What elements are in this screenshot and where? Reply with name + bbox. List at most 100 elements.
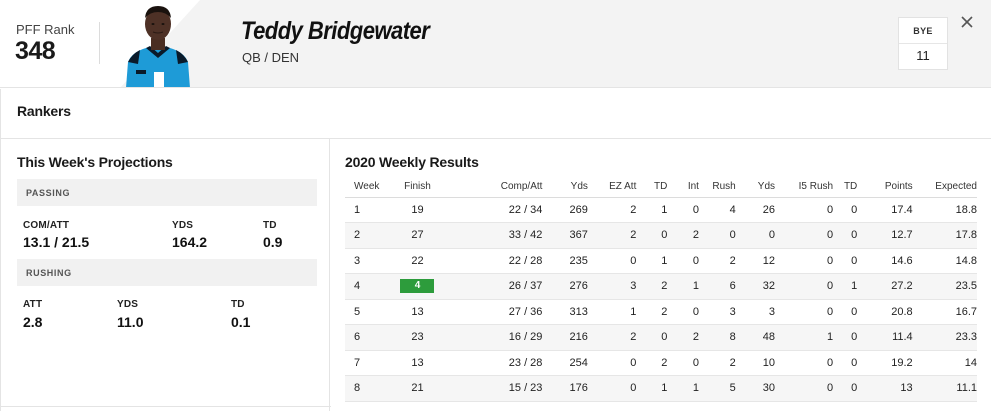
table-row: 3 22 22 / 28 235 0 1 0 2 12 0 0 14.6 14.8 [345, 248, 977, 274]
cell-td: 0 [636, 324, 668, 351]
passing-td-label: TD [263, 220, 277, 231]
cell-expected: 14.8 [912, 248, 977, 274]
column-header-comp-att[interactable]: Comp/Att [442, 177, 543, 198]
passing-section-label: PASSING [26, 188, 71, 198]
cell-rush-yds: 10 [735, 350, 776, 376]
projections-panel: This Week's Projections PASSING COM/ATT … [0, 139, 331, 411]
rank-divider [99, 22, 100, 64]
cell-int: 2 [667, 324, 699, 351]
passing-yds-value: 164.2 [172, 234, 208, 250]
cell-comp-att: 15 / 23 [442, 375, 543, 402]
finish-highlight-badge: 4 [400, 279, 435, 294]
cell-ez-att: 0 [587, 350, 637, 376]
cell-td: 2 [636, 273, 668, 300]
cell-points: 12.7 [857, 222, 913, 249]
cell-rush-td: 0 [833, 222, 858, 249]
column-header-week[interactable]: Week [345, 177, 393, 198]
table-row: 1 19 22 / 34 269 2 1 0 4 26 0 0 17.4 18.8 [345, 197, 977, 223]
cell-i5-rush: 0 [775, 299, 834, 325]
column-header-td[interactable]: TD [636, 177, 668, 198]
cell-td: 1 [636, 197, 668, 223]
passing-comp-att-label: COM/ATT [23, 220, 70, 231]
column-header-ez-att[interactable]: EZ Att [587, 177, 637, 198]
bye-label: BYE [913, 26, 933, 36]
cell-rush: 6 [698, 273, 736, 300]
cell-points: 17.4 [857, 197, 913, 223]
cell-points: 14.6 [857, 248, 913, 274]
bye-week-box: BYE 11 [898, 17, 948, 70]
column-header-int[interactable]: Int [667, 177, 699, 198]
column-header-i5-rush[interactable]: I5 Rush [775, 177, 834, 198]
cell-i5-rush: 0 [775, 375, 834, 402]
cell-finish: 19 [392, 197, 443, 223]
cell-rush-td: 0 [833, 375, 858, 402]
cell-expected: 18.8 [912, 197, 977, 223]
cell-week: 6 [345, 324, 393, 351]
cell-rush: 2 [698, 248, 736, 274]
cell-i5-rush: 0 [775, 197, 834, 223]
cell-i5-rush: 0 [775, 248, 834, 274]
cell-rush-yds: 48 [735, 324, 776, 351]
table-header-row: Week Finish Comp/Att Yds EZ Att TD Int R… [345, 177, 977, 198]
cell-ez-att: 0 [587, 375, 637, 402]
column-header-points[interactable]: Points [857, 177, 913, 198]
cell-points: 27.2 [857, 273, 913, 300]
cell-rush: 3 [698, 299, 736, 325]
cell-rush-td: 0 [833, 197, 858, 223]
cell-rush-yds: 32 [735, 273, 776, 300]
cell-int: 0 [667, 197, 699, 223]
rushing-section-header: RUSHING [17, 259, 317, 286]
cell-rush-td: 0 [833, 324, 858, 351]
cell-expected: 23.5 [912, 273, 977, 300]
cell-rush: 5 [698, 375, 736, 402]
passing-yds-label: YDS [172, 220, 194, 231]
cell-week: 5 [345, 299, 393, 325]
cell-finish: 23 [392, 324, 443, 351]
rushing-td-label: TD [231, 299, 245, 310]
table-row: 2 27 33 / 42 367 2 0 2 0 0 0 0 12.7 17.8 [345, 222, 977, 249]
projections-divider [1, 406, 331, 407]
cell-rush-td: 1 [833, 273, 858, 300]
table-row: 5 13 27 / 36 313 1 2 0 3 3 0 0 20.8 16.7 [345, 299, 977, 325]
cell-finish: 21 [392, 375, 443, 402]
cell-rush-yds: 3 [735, 299, 776, 325]
cell-finish: 27 [392, 222, 443, 249]
cell-ez-att: 1 [587, 299, 637, 325]
rushing-yds-label: YDS [117, 299, 139, 310]
cell-yds: 216 [542, 324, 588, 351]
rankers-title: Rankers [17, 103, 71, 119]
column-header-rush-yds[interactable]: Yds [735, 177, 776, 198]
player-position-team: QB / DEN [242, 50, 300, 65]
column-header-rush-td[interactable]: TD [833, 177, 858, 198]
cell-finish: 4 [392, 273, 443, 300]
column-header-yds[interactable]: Yds [542, 177, 588, 198]
cell-expected: 11.1 [912, 375, 977, 402]
cell-rush-yds: 0 [735, 222, 776, 249]
player-headshot [126, 6, 190, 87]
cell-comp-att: 23 / 28 [442, 350, 543, 376]
cell-td: 1 [636, 375, 668, 402]
cell-yds: 276 [542, 273, 588, 300]
column-header-finish[interactable]: Finish [392, 177, 443, 198]
column-header-expected[interactable]: Expected [912, 177, 977, 198]
cell-td: 2 [636, 299, 668, 325]
cell-week: 1 [345, 197, 393, 223]
cell-expected: 23.3 [912, 324, 977, 351]
cell-rush: 8 [698, 324, 736, 351]
cell-week: 4 [345, 273, 393, 300]
bye-value: 11 [916, 48, 930, 63]
cell-week: 7 [345, 350, 393, 376]
column-header-rush[interactable]: Rush [698, 177, 736, 198]
cell-td: 0 [636, 222, 668, 249]
cell-week: 2 [345, 222, 393, 249]
cell-i5-rush: 0 [775, 273, 834, 300]
cell-expected: 16.7 [912, 299, 977, 325]
cell-rush: 0 [698, 222, 736, 249]
pff-rank-value: 348 [15, 37, 56, 65]
close-icon[interactable] [957, 12, 977, 32]
bye-divider [899, 43, 947, 44]
cell-rush: 4 [698, 197, 736, 223]
cell-yds: 254 [542, 350, 588, 376]
cell-points: 20.8 [857, 299, 913, 325]
rushing-att-label: ATT [23, 299, 43, 310]
